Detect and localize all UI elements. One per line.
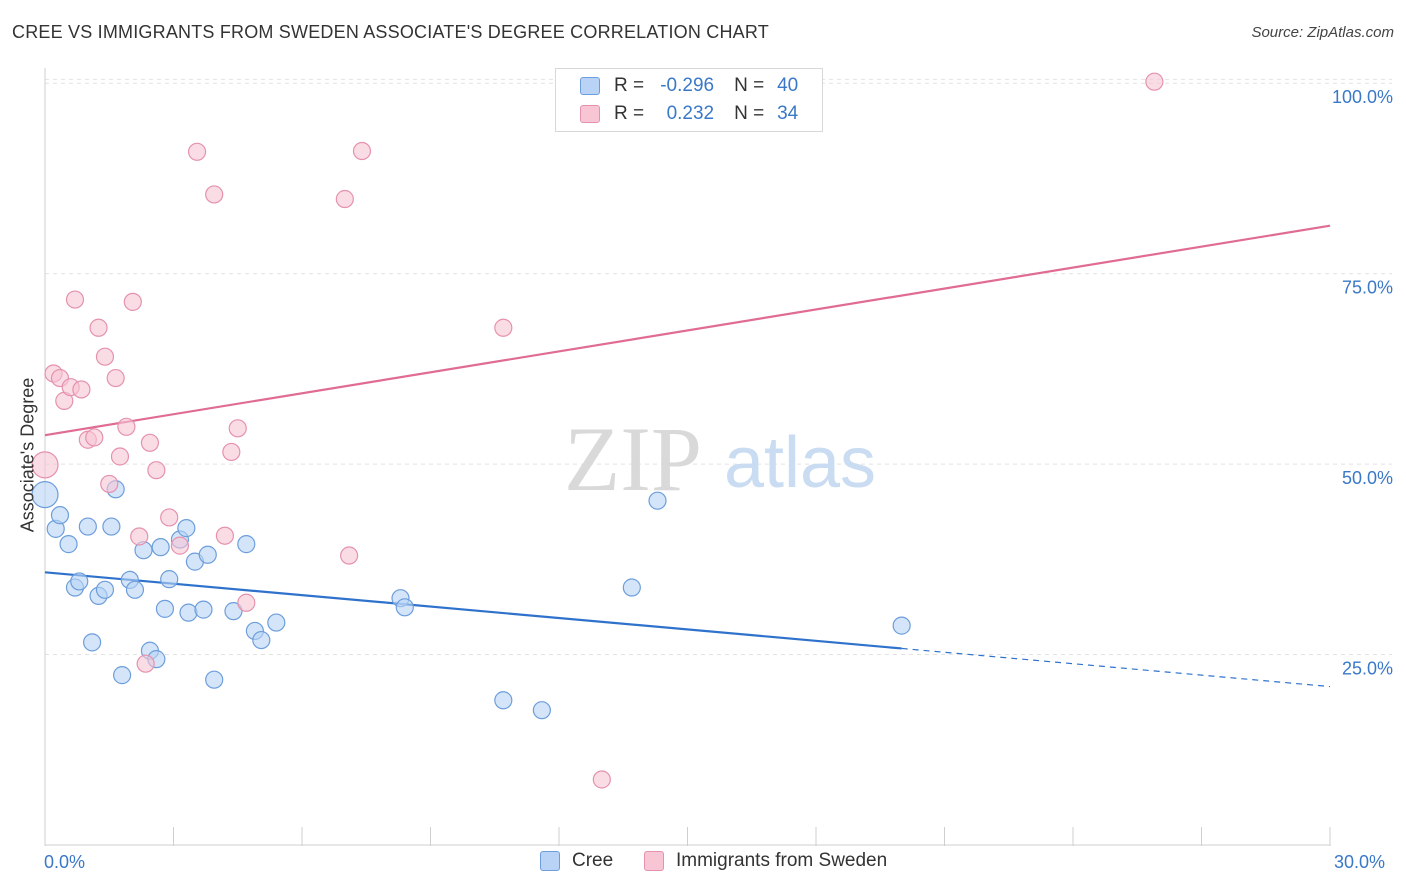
cree-point (31, 480, 59, 509)
legend-r-value: 0.232 (666, 103, 715, 124)
cree-point (112, 666, 132, 685)
y-tick-label: 50.0% (1342, 468, 1393, 488)
sweden-trend-line (44, 224, 1331, 437)
sweden-point (123, 292, 142, 311)
cree-point (102, 517, 121, 536)
sweden-point (140, 433, 160, 452)
cree-point (494, 691, 513, 710)
sweden-point (237, 593, 256, 612)
sweden-swatch (644, 851, 664, 871)
legend-row-sweden: R = 0.232 N = 34 (580, 101, 798, 127)
sweden-point (215, 526, 234, 545)
cree-point (151, 538, 170, 557)
sweden-point (147, 461, 166, 480)
sweden-point (592, 770, 611, 789)
cree-point (532, 701, 551, 720)
sweden-point (65, 290, 85, 309)
source-credit: Source: ZipAtlas.com (1251, 24, 1394, 41)
grid-lines (45, 78, 1392, 656)
sweden-point (1145, 72, 1164, 91)
sweden-point (31, 451, 59, 479)
sweden-point (205, 185, 224, 204)
cree-point (224, 602, 243, 621)
y-tick-label: 100.0% (1332, 87, 1393, 107)
cree-points (31, 480, 911, 720)
sweden-point (228, 419, 247, 438)
legend-r-value: -0.296 (660, 75, 715, 96)
y-tick-label: 25.0% (1342, 659, 1393, 679)
cree-point (95, 580, 115, 599)
sweden-point (100, 474, 119, 494)
y-axis-label: Associate's Degree (17, 377, 38, 533)
cree-point (160, 570, 179, 589)
sweden-point (85, 428, 104, 447)
legend-r-label: R = (614, 103, 645, 124)
sweden-points (31, 72, 1164, 789)
sweden-point (95, 347, 115, 366)
cree-point (237, 535, 256, 554)
cree-trend-extension (901, 647, 1331, 688)
cree-point (252, 630, 271, 650)
watermark-zip: ZIP (564, 408, 702, 510)
x-tick-label-max: 30.0% (1334, 852, 1386, 872)
cree-point (125, 580, 145, 599)
cree-point (267, 613, 286, 632)
cree-point (892, 616, 911, 635)
legend-item-sweden[interactable]: Immigrants from Sweden (644, 850, 887, 872)
x-tick-label-min: 0.0% (44, 852, 86, 872)
sweden-point (352, 141, 372, 161)
cree-point (198, 545, 217, 564)
sweden-point (136, 654, 155, 673)
cree-point (78, 517, 97, 536)
sweden-point (117, 417, 136, 436)
cree-point (59, 535, 78, 554)
cree-point (155, 599, 175, 618)
legend-row-cree: R = -0.296 N = 40 (580, 73, 798, 99)
sweden-point (494, 318, 513, 337)
sweden-point (170, 536, 190, 555)
cree-label: Cree (572, 850, 614, 871)
sweden-point (106, 368, 125, 388)
cree-trend-line (44, 571, 902, 650)
legend-n-label: N = (734, 103, 765, 124)
watermark-atlas: atlas (724, 423, 876, 503)
cree-point (648, 491, 667, 510)
sweden-point (160, 508, 179, 527)
sweden-point (222, 442, 241, 462)
legend-r-label: R = (614, 75, 645, 96)
cree-point (194, 600, 213, 619)
sweden-point (110, 447, 130, 466)
y-tick-labels: 25.0% 50.0% 75.0% 100.0% (1332, 87, 1393, 678)
chart-title: CREE VS IMMIGRANTS FROM SWEDEN ASSOCIATE… (12, 22, 769, 42)
stats-legend: R = -0.296 N = 40 R = 0.232 N = 34 (555, 68, 823, 132)
cree-point (70, 572, 89, 591)
sweden-point (335, 189, 354, 209)
cree-point (179, 603, 198, 622)
sweden-point (187, 142, 207, 161)
cree-point (83, 633, 102, 652)
legend-n-value: 40 (777, 75, 799, 96)
sweden-point (89, 318, 108, 337)
sweden-point (130, 527, 149, 546)
legend-n-value: 34 (777, 103, 799, 124)
cree-point (395, 598, 414, 617)
cree-point (177, 519, 196, 538)
cree-swatch (540, 851, 560, 871)
y-tick-label: 75.0% (1342, 278, 1393, 298)
cree-point (622, 578, 641, 597)
watermark: ZIP atlas (564, 408, 876, 510)
legend-n-label: N = (734, 75, 765, 96)
sweden-point (72, 380, 91, 399)
legend-swatch-pink (580, 105, 600, 123)
legend-item-cree[interactable]: Cree (540, 850, 613, 872)
sweden-point (340, 546, 359, 565)
cree-point (50, 506, 70, 525)
trend-lines (44, 224, 1331, 688)
sweden-label: Immigrants from Sweden (676, 850, 888, 871)
series-legend: Cree Immigrants from Sweden (0, 850, 1406, 878)
legend-swatch-blue (580, 77, 600, 95)
cree-point (205, 670, 224, 689)
